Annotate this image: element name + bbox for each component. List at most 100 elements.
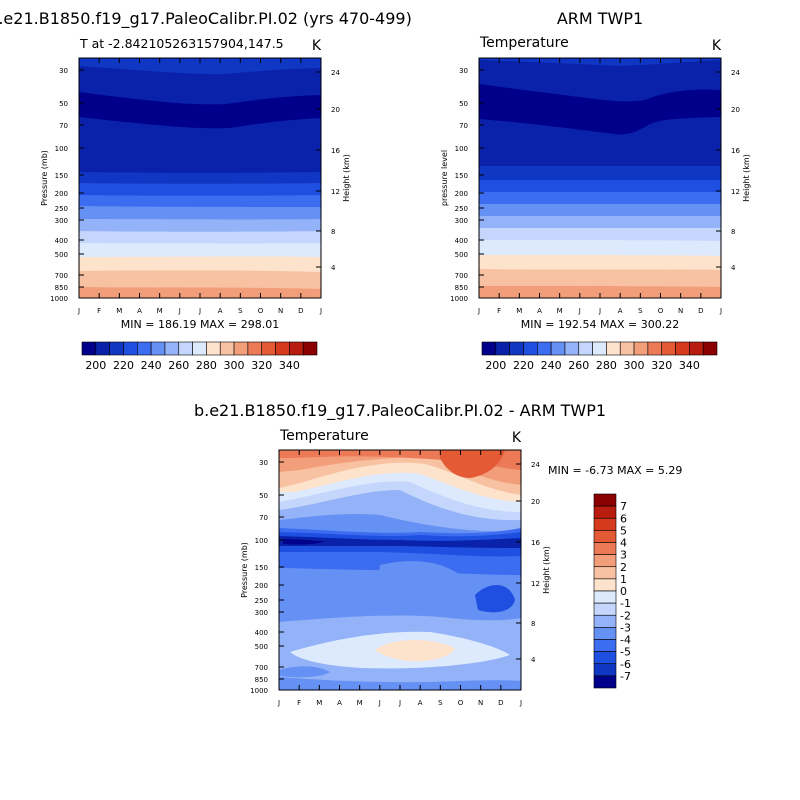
colorbar-swatch: [206, 341, 221, 356]
panel-model-subtitle: T at -2.842105263157904,147.5: [79, 36, 284, 51]
x-tick-label: A: [137, 307, 142, 315]
colorbar-label: 320: [251, 359, 272, 372]
x-tick-label: D: [298, 307, 303, 315]
colorbar-label: 280: [196, 359, 217, 372]
y-tick-label: 50: [59, 100, 68, 108]
region-cold-core: [279, 536, 521, 548]
panel-obs-minmax: MIN = 192.54 MAX = 300.22: [521, 318, 679, 331]
colorbar-swatch: [593, 602, 617, 616]
colorbar-label: 200: [485, 359, 506, 372]
panel-obs-subtitle: Temperature: [479, 35, 569, 51]
y-tick-label: 300: [255, 609, 268, 617]
colorbar-swatch: [523, 341, 538, 356]
y-tick-label: 1000: [50, 295, 68, 303]
panel-obs-y2label: Height (km): [742, 154, 751, 202]
x-tick-label: F: [297, 699, 301, 707]
panel-model-ylabel: Pressure (mb): [40, 150, 49, 206]
x-tick-label: J: [477, 307, 480, 315]
colorbar-label: 0: [620, 585, 627, 598]
colorbar-swatch: [247, 341, 263, 356]
colorbar-label: 340: [279, 359, 300, 372]
x-tick-label: N: [678, 307, 683, 315]
colorbar-swatch: [509, 341, 524, 356]
region-warm-peak: [440, 450, 505, 478]
colorbar-label: 3: [620, 549, 627, 562]
panel-obs: ARM TWP1 Temperature K J F M A M J J A S O N D J 30 5…: [440, 9, 751, 372]
x-tick-label: M: [357, 699, 363, 707]
colorbar-swatch: [606, 341, 621, 356]
colorbar-swatch: [95, 341, 110, 356]
region-cold-patch: [475, 584, 515, 613]
panel-obs-units: K: [712, 38, 722, 54]
colorbar-swatch: [633, 341, 649, 356]
x-tick-label: O: [458, 699, 464, 707]
colorbar-swatch: [578, 341, 593, 356]
y-tick-label: 200: [455, 190, 468, 198]
y-tick-label: 300: [455, 217, 468, 225]
panel-diff-subtitle: Temperature: [279, 428, 369, 444]
panel-model: b.e21.B1850.f19_g17.PaleoCalibr.PI.02 (y…: [0, 9, 412, 372]
y-tick-label: 50: [459, 100, 468, 108]
colorbar-swatch: [592, 341, 607, 356]
y-tick-label: 200: [55, 190, 68, 198]
y-tick-label: 70: [459, 122, 468, 130]
colorbar-swatch: [289, 341, 304, 356]
colorbar-swatch: [164, 341, 180, 356]
colorbar-label: 260: [168, 359, 189, 372]
colorbar-swatch: [136, 341, 152, 356]
colorbar-swatch: [495, 341, 510, 356]
x-tick-label: J: [598, 307, 601, 315]
panel-diff-minmax: MIN = -6.73 MAX = 5.29: [548, 464, 682, 477]
colorbar-swatch: [593, 590, 617, 604]
x-tick-label: J: [378, 699, 381, 707]
y-tick-label: 250: [255, 597, 268, 605]
colorbar-label: -1: [620, 597, 631, 610]
x-tick-label: J: [198, 307, 201, 315]
y-tick-label: 150: [55, 172, 68, 180]
y-tick-label: 250: [455, 205, 468, 213]
y2-tick-label: 4: [731, 264, 736, 272]
colorbar-label: 280: [596, 359, 617, 372]
y-tick-label: 30: [59, 67, 68, 75]
colorbar-swatch: [564, 341, 580, 356]
y2-tick-label: 12: [731, 188, 740, 196]
x-tick-label: J: [398, 699, 401, 707]
colorbar-label: 240: [141, 359, 162, 372]
y-tick-label: 700: [255, 664, 268, 672]
y-tick-label: 400: [55, 237, 68, 245]
colorbar-swatch: [178, 341, 193, 356]
colorbar-swatch: [593, 651, 617, 665]
colorbar-label: 260: [568, 359, 589, 372]
colorbar-swatch: [123, 341, 138, 356]
y-tick-label: 850: [255, 676, 268, 684]
x-tick-label: N: [278, 307, 283, 315]
y-tick-label: 850: [55, 284, 68, 292]
x-tick-label: A: [418, 699, 423, 707]
x-tick-label: J: [319, 307, 322, 315]
y2-tick-label: 20: [531, 498, 540, 506]
colorbar-swatch: [593, 530, 617, 543]
x-tick-label: F: [497, 307, 501, 315]
x-tick-label: M: [316, 699, 322, 707]
colorbar-swatch: [81, 341, 97, 356]
colorbar-label: 300: [624, 359, 645, 372]
y-tick-label: 100: [55, 145, 68, 153]
colorbar-label: 2: [620, 561, 627, 574]
panel-diff-y-ticks: 30 50 70 100 150 200 250 300 400 500 700 850 1000 24 2…: [250, 459, 540, 695]
y2-tick-label: 12: [331, 188, 340, 196]
panel-obs-y-ticks: 30 50 70 100 150 200 250 300 400 500 700 850 1000 24 2…: [450, 67, 740, 303]
colorbar-label: -3: [620, 621, 631, 634]
y-tick-label: 100: [455, 145, 468, 153]
colorbar-label: 5: [620, 524, 627, 537]
colorbar-label: -7: [620, 670, 631, 683]
panel-model-title: b.e21.B1850.f19_g17.PaleoCalibr.PI.02 (y…: [0, 9, 412, 29]
x-tick-label: A: [218, 307, 223, 315]
panel-diff-field: [279, 450, 521, 690]
colorbar-swatch: [261, 341, 276, 356]
region-cold-darkest: [283, 539, 325, 545]
x-tick-label: N: [478, 699, 483, 707]
